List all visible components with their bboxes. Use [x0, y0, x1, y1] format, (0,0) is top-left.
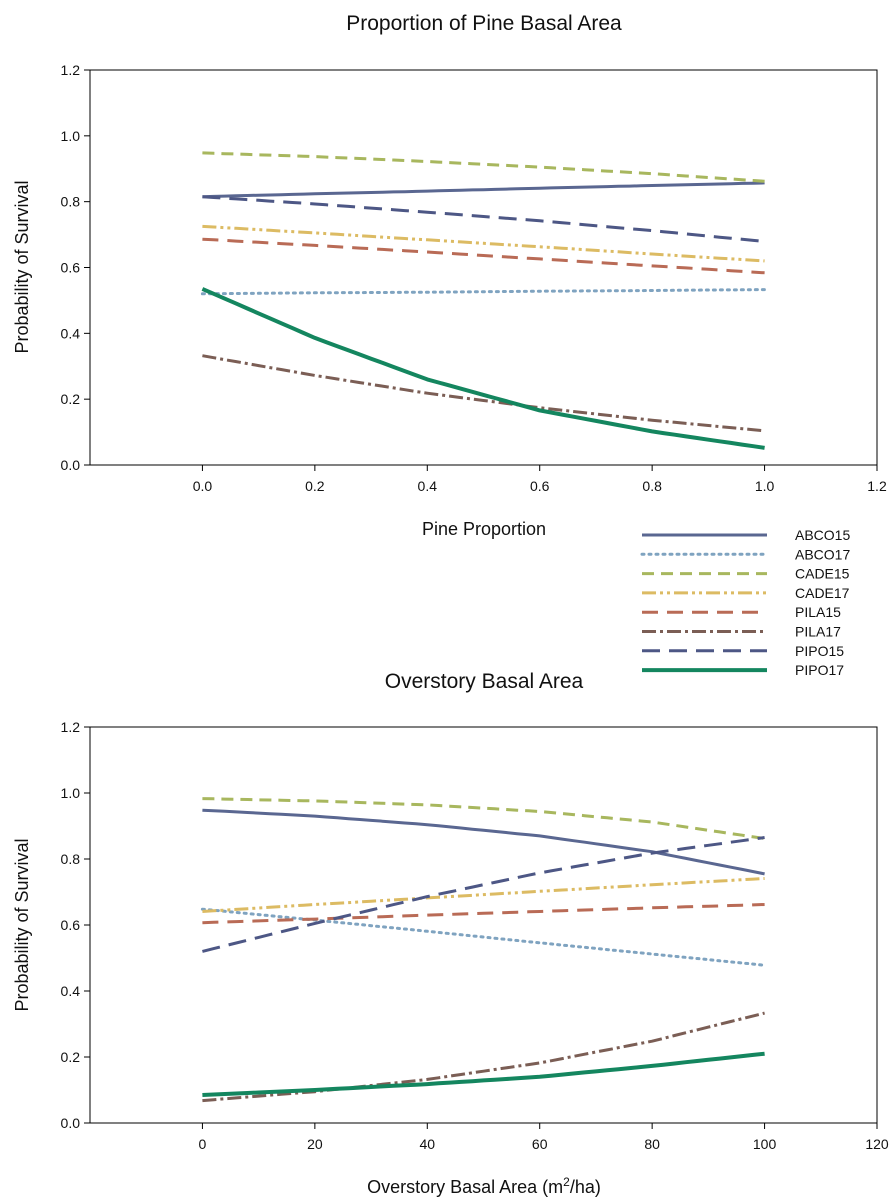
series-line-pipo17 [202, 1051, 765, 1097]
y-axis-label: Probability of Survival [12, 838, 32, 1011]
y-tick-label: 0.0 [61, 1115, 81, 1131]
y-tick-label: 1.2 [61, 719, 81, 735]
series-line-pipo15 [202, 195, 765, 243]
chart-overstory-basal-area: Overstory Basal Area 0.0 0.2 0.4 0.6 0.8 1.0 1… [12, 670, 889, 1197]
x-tick-label: 80 [644, 1136, 660, 1152]
series-line-pila15 [202, 237, 765, 275]
series-line-pila17 [202, 354, 765, 433]
y-tick-label: 0.6 [61, 917, 81, 933]
plot-frame [89, 726, 878, 1124]
x-tick-label: 0 [199, 1136, 207, 1152]
x-axis-label: Pine Proportion [422, 519, 546, 539]
series-line-cade15 [202, 151, 765, 183]
series-line-abco15 [202, 181, 765, 199]
y-axis-label: Probability of Survival [12, 180, 32, 353]
y-tick-label: 0.2 [61, 1049, 81, 1065]
plot-frame [89, 69, 878, 466]
x-tick-label: 0.8 [642, 478, 662, 494]
x-tick-label: 60 [532, 1136, 548, 1152]
y-tick-label: 0.2 [61, 391, 81, 407]
legend-label-cade17: CADE17 [795, 585, 850, 601]
y-tick-label: 0.0 [61, 457, 81, 473]
y-tick-label: 0.8 [61, 851, 81, 867]
legend-label-pila15: PILA15 [795, 604, 841, 620]
series-line-pipo15 [202, 836, 765, 953]
series-line-pila17 [202, 1011, 765, 1103]
y-ticks: 0.0 0.2 0.4 0.6 0.8 1.0 1.2 [61, 62, 90, 473]
series-line-cade15 [202, 797, 765, 840]
series-line-abco17 [200, 907, 767, 967]
y-tick-label: 0.8 [61, 194, 81, 210]
x-tick-label: 1.2 [867, 478, 887, 494]
chart-title: Proportion of Pine Basal Area [346, 12, 622, 35]
x-axis-label-main: Overstory Basal Area (m [367, 1177, 563, 1197]
y-ticks: 0.0 0.2 0.4 0.6 0.8 1.0 1.2 [61, 719, 90, 1131]
x-ticks: 0.0 0.2 0.4 0.6 0.8 1.0 1.2 [193, 465, 887, 494]
x-axis-label-suffix: /ha) [570, 1177, 601, 1197]
x-tick-label: 1.0 [755, 478, 775, 494]
series-line-pila15 [202, 903, 765, 925]
x-tick-label: 120 [865, 1136, 889, 1152]
x-tick-label: 0.4 [418, 478, 438, 494]
legend-label-pipo17: PIPO17 [795, 662, 844, 678]
series-line-cade17 [202, 877, 765, 913]
x-tick-label: 20 [307, 1136, 323, 1152]
legend-label-abco15: ABCO15 [795, 527, 850, 543]
x-axis-label-superscript: 2 [563, 1175, 570, 1189]
x-tick-label: 0.2 [305, 478, 325, 494]
x-tick-label: 0.0 [193, 478, 213, 494]
y-tick-label: 1.2 [61, 62, 81, 78]
x-tick-label: 40 [419, 1136, 435, 1152]
x-tick-label: 0.6 [530, 478, 550, 494]
legend-label-cade15: CADE15 [795, 566, 850, 582]
y-tick-label: 0.4 [61, 325, 81, 341]
chart-pine-proportion: Proportion of Pine Basal Area 0.00.20.40… [12, 12, 887, 539]
y-tick-label: 1.0 [61, 785, 81, 801]
series-line-abco15 [202, 808, 765, 876]
chart-title: Overstory Basal Area [385, 670, 584, 693]
series-group [200, 797, 767, 1103]
series-line-pipo17 [201, 287, 765, 450]
legend-label-pipo15: PIPO15 [795, 643, 844, 659]
x-axis-label: Overstory Basal Area (m2/ha) [367, 1175, 601, 1197]
legend-label-pila17: PILA17 [795, 624, 841, 640]
y-tick-label: 1.0 [61, 128, 81, 144]
x-tick-label: 100 [753, 1136, 777, 1152]
y-tick-label: 0.4 [61, 983, 81, 999]
legend-label-abco17: ABCO17 [795, 546, 850, 562]
series-group [200, 151, 767, 450]
legend: ABCO15 ABCO17 CADE15 CADE17 PILA15 PILA17 PIPO… [640, 527, 850, 678]
series-line-abco17 [200, 288, 767, 296]
x-ticks: 0 20 40 60 80 100 120 [199, 1123, 889, 1152]
series-line-cade17 [202, 224, 765, 263]
y-tick-label: 0.6 [61, 260, 81, 276]
